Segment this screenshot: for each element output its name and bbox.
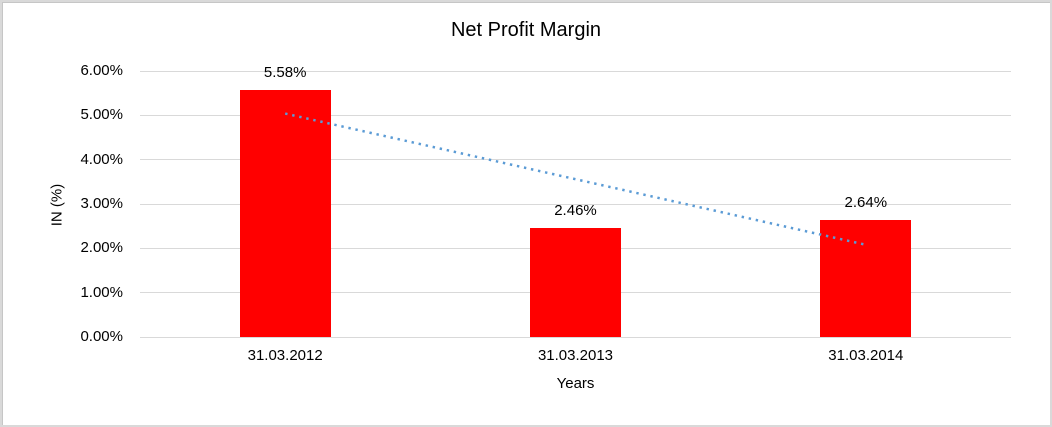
x-tick-label: 31.03.2013 [537, 347, 614, 364]
y-tick-label: 6.00% [80, 62, 123, 79]
y-tick-label: 4.00% [80, 150, 123, 168]
bar-data-label: 2.46% [554, 201, 597, 219]
y-tick-label: 3.00% [80, 195, 123, 212]
chart-title: Net Profit Margin [450, 19, 602, 41]
x-axis-title: Years [556, 375, 595, 392]
bar-data-label: 5.58% [263, 63, 307, 81]
x-tick-label: 31.03.2014 [828, 347, 904, 364]
bar-data-label: 2.64% [844, 193, 888, 211]
bar [239, 89, 331, 337]
y-tick-label: 2.00% [80, 239, 123, 257]
bar [820, 219, 912, 337]
y-tick-label: 0.00% [80, 328, 123, 345]
gridline [140, 336, 1011, 338]
y-tick-label: 1.00% [80, 283, 123, 301]
gridline [140, 70, 1011, 72]
y-tick-label: 5.00% [80, 106, 123, 124]
x-tick-label: 31.03.2012 [247, 347, 323, 364]
bar [530, 227, 621, 337]
trendline [284, 112, 867, 247]
